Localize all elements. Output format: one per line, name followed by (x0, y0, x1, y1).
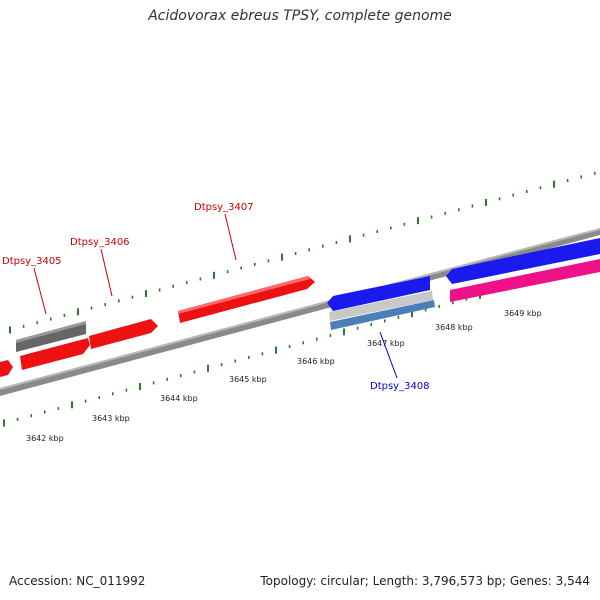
gene-label-group: Dtpsy_3405 Dtpsy_3406 Dtpsy_3407 Dtpsy_3… (2, 202, 430, 392)
genome-backbone-highlight (0, 228, 600, 390)
tick-label-3645: 3645 kbp (229, 375, 267, 384)
gene-label-dtpsy-3406: Dtpsy_3406 (70, 237, 130, 248)
gene-features (0, 238, 600, 377)
tick-label-3647: 3647 kbp (367, 339, 405, 348)
gene-dtpsy-3408[interactable] (327, 276, 430, 311)
leader-dtpsy-3405 (33, 267, 47, 315)
tick-label-3646: 3646 kbp (297, 357, 335, 366)
genome-summary: Topology: circular; Length: 3,796,573 bp… (260, 574, 590, 588)
gene-partial-left[interactable] (0, 360, 13, 377)
gene-dtpsy-3407[interactable] (178, 276, 315, 323)
gene-label-dtpsy-3407: Dtpsy_3407 (194, 202, 254, 213)
gene-label-dtpsy-3405: Dtpsy_3405 (2, 256, 62, 267)
tick-label-3642: 3642 kbp (26, 434, 64, 443)
gene-red-a[interactable] (20, 338, 90, 370)
accession-label: Accession: NC_011992 (9, 574, 146, 588)
tick-label-3649: 3649 kbp (504, 309, 542, 318)
leader-dtpsy-3408 (379, 331, 398, 379)
tick-label-3648: 3648 kbp (435, 323, 473, 332)
gene-blue-right[interactable] (446, 238, 600, 284)
gene-pink-right[interactable] (450, 259, 600, 302)
tick-label-3643: 3643 kbp (92, 414, 130, 423)
map-title: Acidovorax ebreus TPSY, complete genome (148, 8, 452, 24)
gene-dtpsy-3408-light (329, 291, 433, 321)
gene-dtpsy-3407-shade (178, 276, 310, 314)
leader-dtpsy-3406 (100, 248, 113, 297)
tick-label-group: 3642 kbp 3643 kbp 3644 kbp 3645 kbp 3646… (26, 309, 542, 443)
gene-dtpsy-3406[interactable] (89, 319, 158, 349)
leader-dtpsy-3407 (224, 213, 237, 261)
gene-label-dtpsy-3408: Dtpsy_3408 (370, 381, 430, 392)
tick-track-upper (9, 171, 596, 334)
label-leaders (33, 213, 398, 379)
tick-label-3644: 3644 kbp (160, 394, 198, 403)
gene-dtpsy-3408-steel (330, 300, 435, 330)
gene-dtpsy-3405-shade (16, 321, 86, 343)
